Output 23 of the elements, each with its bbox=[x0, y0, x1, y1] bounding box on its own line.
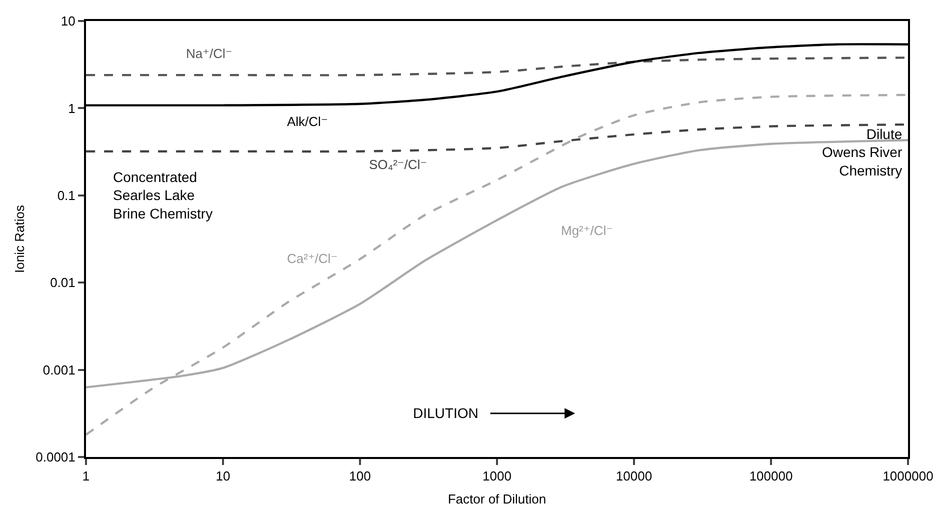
x-tick-label: 10000 bbox=[616, 468, 652, 484]
series-label: Ca²⁺/Cl⁻ bbox=[287, 251, 338, 266]
x-tick-label: 100 bbox=[349, 468, 371, 484]
annotation: Concentrated Searles Lake Brine Chemistry bbox=[113, 169, 213, 222]
y-tick-label: 1 bbox=[68, 100, 76, 116]
x-tick-label: 10 bbox=[216, 468, 230, 484]
y-tick-label: 10 bbox=[60, 14, 76, 29]
x-tick-label: 1000 bbox=[482, 468, 512, 484]
x-tick-label: 100000 bbox=[749, 468, 793, 484]
annotation: DILUTION bbox=[413, 405, 478, 421]
y-tick-label: 0.01 bbox=[50, 275, 76, 290]
x-tick-label: 1 bbox=[82, 468, 90, 484]
series-label: SO₄²⁻/Cl⁻ bbox=[369, 157, 428, 172]
annotation: Dilute Owens River Chemistry bbox=[822, 126, 902, 178]
y-tick-label: 0.001 bbox=[42, 362, 76, 378]
y-tick-label: 0.0001 bbox=[36, 450, 76, 465]
y-axis-title: Ionic Ratios bbox=[12, 204, 28, 273]
series-label: Alk/Cl⁻ bbox=[287, 114, 328, 129]
y-tick-label: 0.1 bbox=[57, 188, 76, 203]
x-axis-title: Factor of Dilution bbox=[448, 492, 546, 507]
x-tick-label: 1000000 bbox=[882, 468, 934, 484]
text: Mg²⁺/Cl⁻ bbox=[561, 223, 613, 238]
series-label: Na⁺/Cl⁻ bbox=[186, 46, 232, 61]
